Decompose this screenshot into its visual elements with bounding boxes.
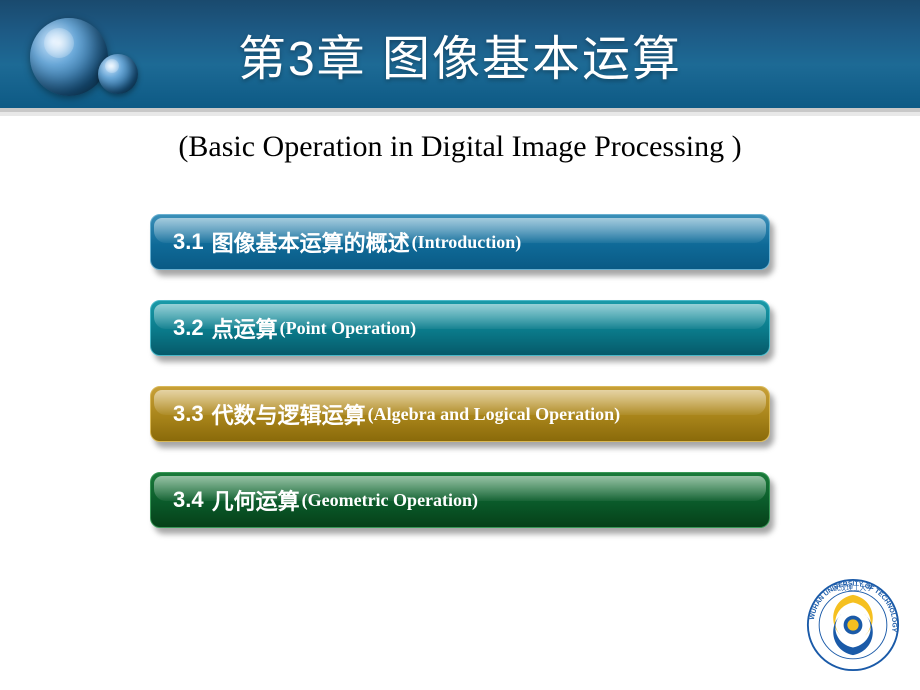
chapter-title: 第3章 图像基本运算 [0, 19, 920, 89]
logo-name-zh: 武汉理工大学 [833, 583, 873, 592]
section-bar-3-1: 3.1 图像基本运算的概述 (Introduction) [150, 214, 770, 270]
section-title-en: (Algebra and Logical Operation) [368, 404, 621, 425]
globe-icon-large [30, 18, 108, 96]
globe-decoration [30, 18, 138, 96]
section-title-zh: 几何运算 [212, 484, 300, 516]
section-bar-3-2: 3.2 点运算 (Point Operation) [150, 300, 770, 356]
section-bar-3-4: 3.4 几何运算 (Geometric Operation) [150, 472, 770, 528]
section-title-en: (Geometric Operation) [302, 490, 478, 511]
chapter-subtitle: (Basic Operation in Digital Image Proces… [0, 130, 920, 164]
section-number: 3.4 [173, 487, 204, 513]
section-list: 3.1 图像基本运算的概述 (Introduction) 3.2 点运算 (Poi… [0, 214, 920, 528]
slide-header: 第3章 图像基本运算 [0, 0, 920, 112]
section-title-zh: 点运算 [212, 312, 278, 344]
section-number: 3.2 [173, 315, 204, 341]
section-title-zh: 代数与逻辑运算 [212, 398, 366, 430]
globe-icon-small [98, 54, 138, 94]
section-number: 3.1 [173, 229, 204, 255]
section-title-en: (Introduction) [412, 232, 522, 253]
university-logo: WUHAN UNIVERSITY OF TECHNOLOGY 武汉理工大学 [806, 578, 900, 672]
section-title-en: (Point Operation) [280, 318, 417, 339]
section-title-zh: 图像基本运算的概述 [212, 226, 410, 258]
section-bar-3-3: 3.3 代数与逻辑运算 (Algebra and Logical Operati… [150, 386, 770, 442]
section-number: 3.3 [173, 401, 204, 427]
